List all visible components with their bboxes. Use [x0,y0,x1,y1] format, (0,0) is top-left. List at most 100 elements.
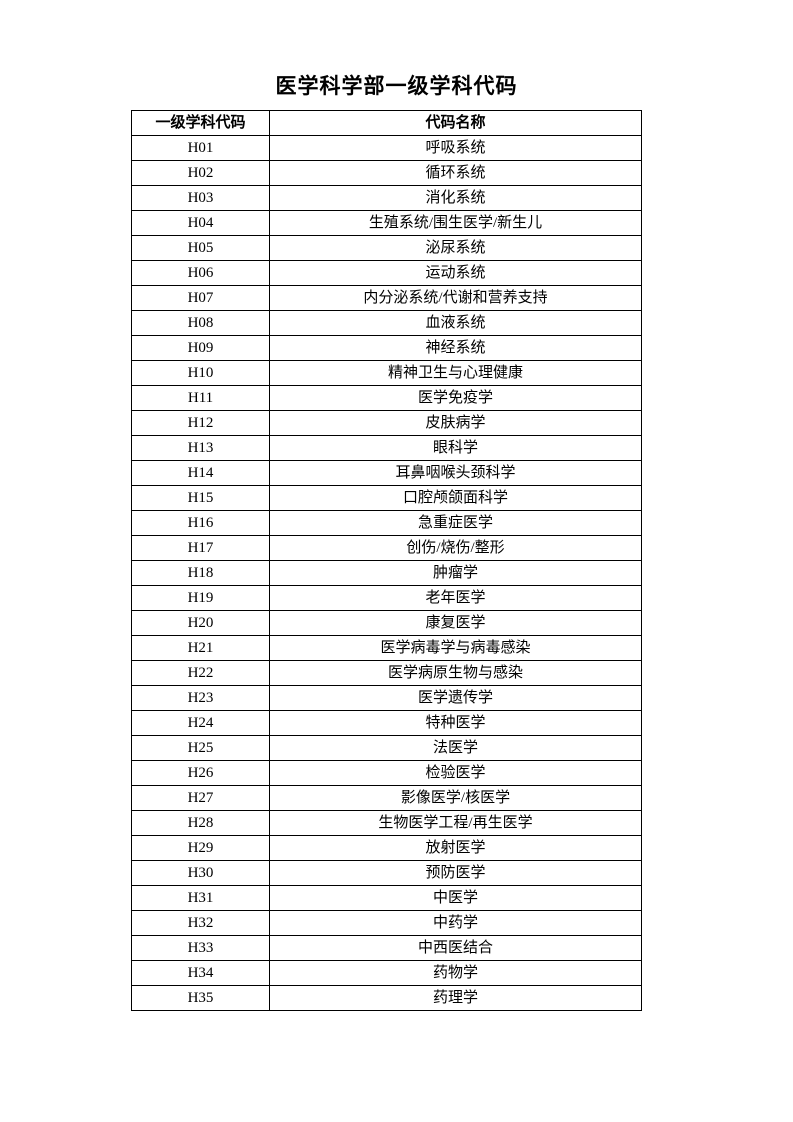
name-cell: 药物学 [269,960,642,986]
table-row: H14 耳鼻咽喉头颈科学 [131,460,642,486]
name-cell: 生物医学工程/再生医学 [269,810,642,836]
table-row: H03 消化系统 [131,185,642,211]
code-cell: H01 [131,135,270,161]
table-row: H08 血液系统 [131,310,642,336]
name-cell: 医学病毒学与病毒感染 [269,635,642,661]
code-cell: H20 [131,610,270,636]
code-cell: H23 [131,685,270,711]
name-cell: 循环系统 [269,160,642,186]
table-row: H29 放射医学 [131,835,642,861]
name-cell: 肿瘤学 [269,560,642,586]
name-cell: 医学病原生物与感染 [269,660,642,686]
code-cell: H27 [131,785,270,811]
table-row: H25 法医学 [131,735,642,761]
code-cell: H19 [131,585,270,611]
table-row: H15 口腔颅颌面科学 [131,485,642,511]
name-cell: 急重症医学 [269,510,642,536]
name-cell: 影像医学/核医学 [269,785,642,811]
name-cell: 创伤/烧伤/整形 [269,535,642,561]
table-row: H19 老年医学 [131,585,642,611]
code-cell: H08 [131,310,270,336]
table-row: H09 神经系统 [131,335,642,361]
table-body: H01 呼吸系统 H02 循环系统 H03 消化系统 H04 生殖系统/围生医学/新生儿 H05… [131,135,642,1011]
table-row: H33 中西医结合 [131,935,642,961]
name-cell: 神经系统 [269,335,642,361]
name-cell: 中医学 [269,885,642,911]
table-row: H05 泌尿系统 [131,235,642,261]
table-row: H10 精神卫生与心理健康 [131,360,642,386]
code-cell: H24 [131,710,270,736]
name-cell: 皮肤病学 [269,410,642,436]
code-cell: H26 [131,760,270,786]
name-cell: 耳鼻咽喉头颈科学 [269,460,642,486]
table-row: H16 急重症医学 [131,510,642,536]
name-cell: 精神卫生与心理健康 [269,360,642,386]
name-cell: 放射医学 [269,835,642,861]
name-cell: 内分泌系统/代谢和营养支持 [269,285,642,311]
table-row: H01 呼吸系统 [131,135,642,161]
name-cell: 预防医学 [269,860,642,886]
code-cell: H32 [131,910,270,936]
code-cell: H09 [131,335,270,361]
discipline-code-table: 一级学科代码 代码名称 H01 呼吸系统 H02 循环系统 H03 消化系统 H04 生殖系统… [131,110,642,1011]
code-cell: H34 [131,960,270,986]
code-cell: H25 [131,735,270,761]
table-row: H12 皮肤病学 [131,410,642,436]
code-cell: H05 [131,235,270,261]
table-row: H04 生殖系统/围生医学/新生儿 [131,210,642,236]
code-cell: H31 [131,885,270,911]
name-cell: 法医学 [269,735,642,761]
code-cell: H12 [131,410,270,436]
table-row: H28 生物医学工程/再生医学 [131,810,642,836]
table-row: H13 眼科学 [131,435,642,461]
table-row: H30 预防医学 [131,860,642,886]
table-row: H34 药物学 [131,960,642,986]
code-cell: H29 [131,835,270,861]
table-row: H11 医学免疫学 [131,385,642,411]
table-row: H24 特种医学 [131,710,642,736]
name-cell: 检验医学 [269,760,642,786]
name-cell: 中西医结合 [269,935,642,961]
table-row: H22 医学病原生物与感染 [131,660,642,686]
name-cell: 医学遗传学 [269,685,642,711]
name-cell: 药理学 [269,985,642,1011]
code-cell: H10 [131,360,270,386]
name-cell: 运动系统 [269,260,642,286]
name-cell: 消化系统 [269,185,642,211]
table-header-row: 一级学科代码 代码名称 [131,110,642,136]
table-row: H21 医学病毒学与病毒感染 [131,635,642,661]
code-cell: H28 [131,810,270,836]
code-cell: H04 [131,210,270,236]
name-cell: 特种医学 [269,710,642,736]
name-cell: 泌尿系统 [269,235,642,261]
code-cell: H17 [131,535,270,561]
table-row: H06 运动系统 [131,260,642,286]
column-header-name: 代码名称 [269,110,642,136]
code-cell: H30 [131,860,270,886]
name-cell: 血液系统 [269,310,642,336]
table-row: H35 药理学 [131,985,642,1011]
code-cell: H16 [131,510,270,536]
table-row: H23 医学遗传学 [131,685,642,711]
name-cell: 医学免疫学 [269,385,642,411]
table-row: H31 中医学 [131,885,642,911]
code-cell: H15 [131,485,270,511]
code-cell: H18 [131,560,270,586]
table-row: H07 内分泌系统/代谢和营养支持 [131,285,642,311]
code-cell: H35 [131,985,270,1011]
code-cell: H33 [131,935,270,961]
name-cell: 口腔颅颌面科学 [269,485,642,511]
code-cell: H11 [131,385,270,411]
name-cell: 中药学 [269,910,642,936]
column-header-code: 一级学科代码 [131,110,270,136]
name-cell: 康复医学 [269,610,642,636]
name-cell: 呼吸系统 [269,135,642,161]
table-row: H20 康复医学 [131,610,642,636]
name-cell: 眼科学 [269,435,642,461]
page-title: 医学科学部一级学科代码 [275,74,518,98]
code-cell: H03 [131,185,270,211]
table-row: H18 肿瘤学 [131,560,642,586]
table-row: H32 中药学 [131,910,642,936]
code-cell: H07 [131,285,270,311]
